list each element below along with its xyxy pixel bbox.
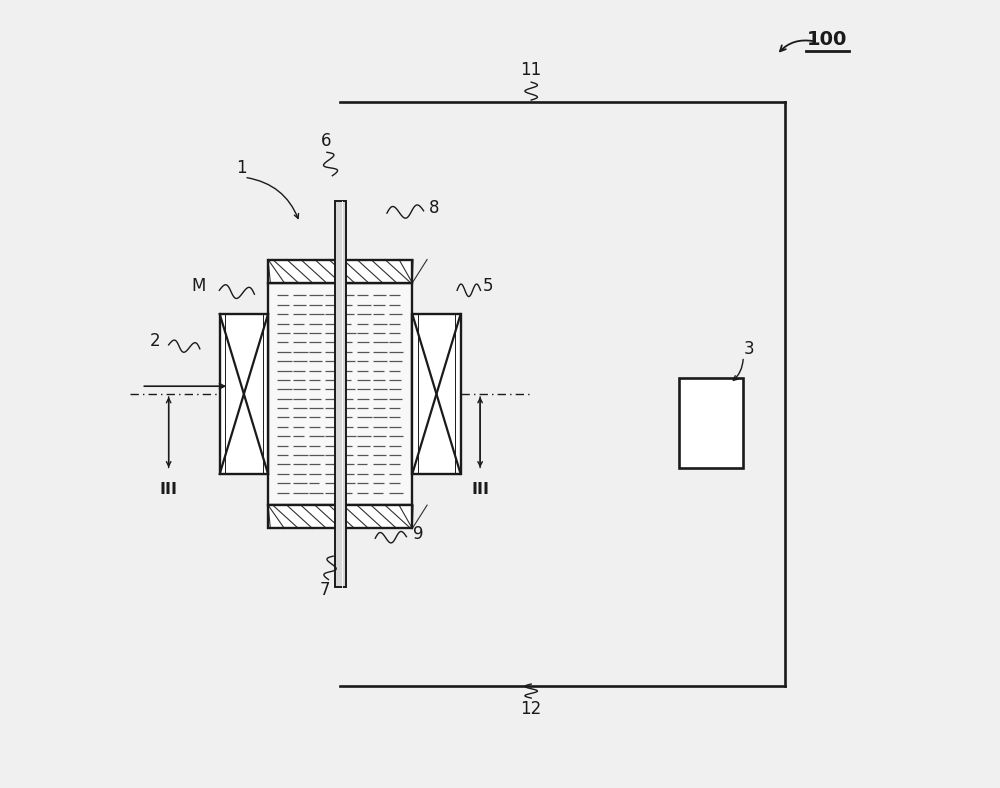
Text: 8: 8 bbox=[428, 199, 439, 217]
Bar bbox=[679, 378, 743, 468]
Bar bbox=[220, 314, 268, 474]
Bar bbox=[335, 201, 346, 587]
Text: 7: 7 bbox=[319, 582, 330, 600]
Text: 5: 5 bbox=[483, 277, 494, 296]
Text: 9: 9 bbox=[413, 526, 423, 544]
Text: 12: 12 bbox=[521, 700, 542, 718]
Text: 1: 1 bbox=[236, 159, 246, 177]
Text: III: III bbox=[160, 482, 178, 497]
Text: III: III bbox=[471, 482, 489, 497]
Bar bbox=[268, 259, 412, 283]
Bar bbox=[268, 505, 412, 529]
Text: 11: 11 bbox=[521, 61, 542, 80]
Bar bbox=[268, 283, 412, 505]
Text: 2: 2 bbox=[150, 332, 161, 350]
Text: 100: 100 bbox=[807, 30, 848, 49]
Text: M: M bbox=[192, 277, 206, 296]
Text: 3: 3 bbox=[744, 340, 755, 358]
Text: 6: 6 bbox=[321, 132, 331, 150]
Bar bbox=[412, 314, 461, 474]
